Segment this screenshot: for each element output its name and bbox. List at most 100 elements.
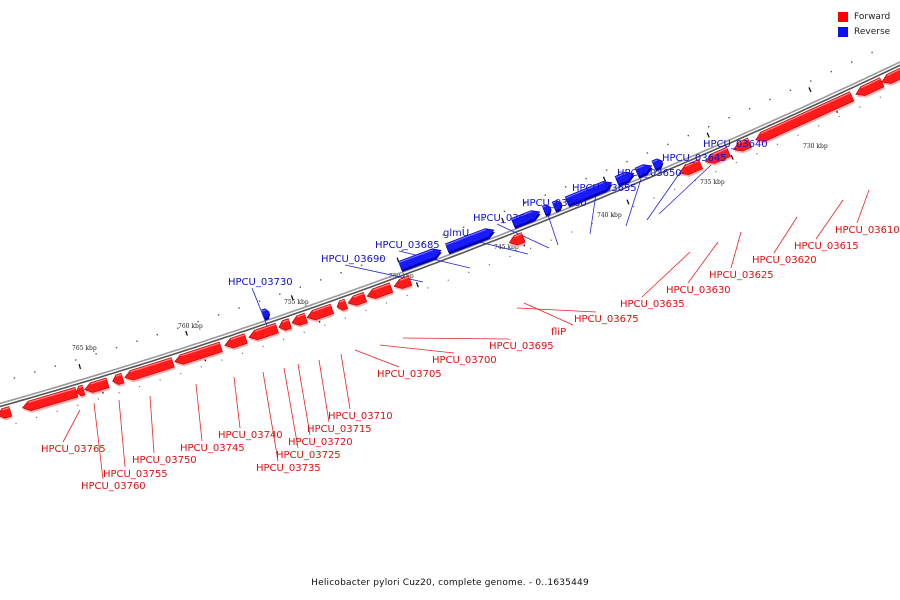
leader-line-HPCU_03755 [118,399,126,468]
minor-tick [851,61,853,63]
tick-label: 760 kbp [178,323,203,330]
leader-line-HPCU_03620 [773,216,798,254]
gene-label-HPCU_03640: HPCU_03640 [703,139,768,150]
gene-labels: HPCU_03610 HPCU_03615 HPCU_03620 HPCU_03625… [41,139,900,492]
gene-arrow-HPCU_03715 [306,303,335,323]
minor-tick [241,352,244,354]
minor-tick [262,345,264,347]
gene-arrow-highlight [542,205,547,208]
minor-tick [468,271,470,273]
minor-tick [340,272,342,274]
minor-tick [488,263,490,266]
gene-arrow-body [306,303,335,321]
gene-arrow-body [124,357,175,381]
gene-arrow-highlight [372,283,391,291]
gene-arrow-HPCU_03735 [248,322,280,342]
gene-arrow-highlight [353,292,365,298]
gene-label-HPCU_03710: HPCU_03710 [328,411,393,422]
legend-forward-swatch [838,11,848,22]
gene-arrow-highlight [635,165,644,170]
gene-arrow-body [347,291,368,306]
minor-tick [756,153,758,155]
gene-label-HPCU_03635: HPCU_03635 [620,299,685,310]
gene-arrow-highlight [130,358,172,373]
legend-forward: Forward [838,9,890,24]
minor-tick [217,314,220,316]
minor-tick [221,359,223,361]
gene-arrow-highlight [445,229,486,246]
gene-arrow-HPCU_03740 [224,333,249,351]
minor-tick [565,186,567,188]
gene-arrow-highlight [180,342,220,357]
gene-arrow-body [174,341,223,365]
minor-tick [810,80,812,82]
gene-arrow-HPCU_03630 [705,146,732,166]
gene-arrow-HPCU_03675 [508,232,526,248]
minor-tick [524,202,526,204]
minor-tick [279,293,281,295]
minor-tick [550,239,552,241]
minor-tick [687,134,689,137]
leader-line-fliP [523,302,574,326]
minor-tick [324,324,326,326]
gene-arrow-body [855,77,885,96]
strand-tick [730,154,734,160]
gene-arrow-highlight [513,233,523,238]
label-leader-lines [62,149,870,480]
gene-arrow-body [564,181,613,206]
gene-label-HPCU_03695: HPCU_03695 [489,341,554,352]
minor-tick [75,359,77,361]
gene-arrow-highlight [78,385,83,389]
legend-reverse-swatch [838,26,848,37]
gene-arrow-highlight [262,309,266,312]
leader-line-HPCU_03630 [687,241,719,284]
minor-tick [56,410,58,412]
minor-tick [177,327,179,329]
gene-arrow-highlight [254,323,276,333]
gene-label-HPCU_03690: HPCU_03690 [321,254,386,265]
major-tick [706,132,710,138]
leader-line-HPCU_03710 [340,353,351,410]
minor-tick [442,234,444,236]
minor-tick [789,89,792,91]
minor-tick [483,218,485,221]
gene-arrow-body [733,137,753,152]
leader-line-HPCU_03745 [195,383,203,442]
minor-tick [258,300,261,302]
gene-label-HPCU_03745: HPCU_03745 [180,443,245,454]
tick-label: 735 kbp [700,179,725,186]
gene-label-fliP: fliP [551,327,566,338]
gene-arrow-highlight [230,334,245,341]
minor-tick [200,366,202,368]
gene-arrow-HPCU_03725 [278,318,293,333]
minor-tick [180,372,182,375]
gene-arrow-HPCU_03620 [755,91,855,144]
minor-tick [156,334,158,336]
tick-label: 745 kbp [494,244,519,251]
minor-tick [118,392,120,394]
minor-tick [674,188,676,190]
leader-line-HPCU_03635 [641,251,691,298]
minor-tick [871,51,873,54]
gene-arrow-highlight [615,172,626,179]
gene-arrow-HPCU_03650 [614,171,635,187]
leader-line-HPCU_03705 [354,349,400,368]
gene-arrow-body [393,275,413,289]
minor-tick [15,422,17,424]
minor-tick [509,255,511,258]
gene-arrow-highlight [399,276,410,281]
gene-arrow-highlight [552,200,558,204]
minor-tick [462,226,465,228]
gene-arrow-highlight [282,319,289,323]
gene-arrow-HPCU_03690 [398,248,442,272]
minor-tick [830,70,832,73]
minor-tick [626,160,628,163]
minor-tick [605,169,608,171]
leader-line-HPCU_03720 [297,363,311,436]
gene-arrow-HPCU_03745 [174,341,224,367]
gene-arrow-body [76,384,86,397]
gene-arrow-highlight [860,78,881,89]
minor-tick [401,249,404,252]
minor-tick [238,307,240,309]
gene-label-HPCU_03750: HPCU_03750 [132,455,197,466]
